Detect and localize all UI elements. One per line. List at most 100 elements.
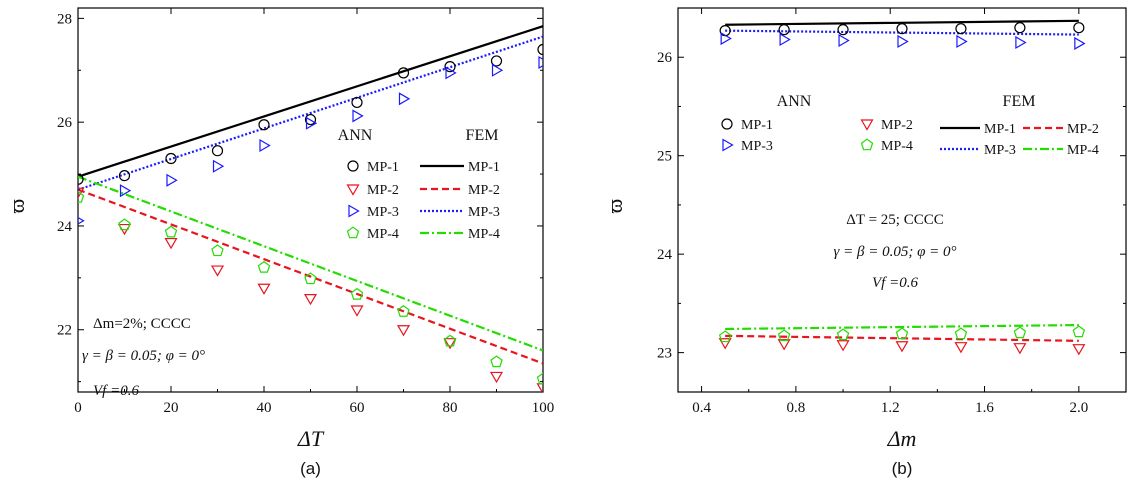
ann-point-mp-1 xyxy=(537,43,543,56)
ann-point-mp-1 xyxy=(1073,22,1085,34)
legend-ann-label: MP-4 xyxy=(881,139,913,154)
legend-fem-label: MP-4 xyxy=(1067,143,1099,158)
legend-ann-label: MP-2 xyxy=(367,183,399,198)
ann-point-mp-3 xyxy=(305,116,318,130)
plot-frame xyxy=(77,7,544,393)
ann-series-mp-3 xyxy=(720,31,1086,50)
legend-fem-label: MP-2 xyxy=(468,183,500,198)
ann-point-mp-4 xyxy=(397,305,410,317)
ann-point-mp-2 xyxy=(303,293,318,306)
y-tick-label: 22 xyxy=(57,323,72,339)
x-tick-label: 1.6 xyxy=(975,400,994,416)
plot-frame xyxy=(677,7,1127,393)
ann-point-mp-4 xyxy=(490,355,503,368)
annotation-volume-fraction: Vf =0.6 xyxy=(872,275,918,291)
ann-point-mp-1 xyxy=(837,24,849,36)
ann-point-mp-4 xyxy=(257,260,271,273)
ann-point-mp-3 xyxy=(352,109,364,123)
ann-point-mp-4 xyxy=(895,327,909,340)
fem-line-mp-4 xyxy=(725,323,1079,331)
ann-point-mp-4 xyxy=(211,244,224,257)
ann-point-mp-3 xyxy=(720,31,732,46)
legend-fem-header: FEM xyxy=(1003,93,1036,110)
legend-ann-label: MP-3 xyxy=(367,205,399,220)
ann-point-mp-4 xyxy=(443,334,457,347)
ann-point-mp-4 xyxy=(118,218,131,231)
legend: ANN FEM MP-1 MP-2 MP-3 MP-4 MP-1 MP-2 MP-3 MP-4 xyxy=(721,93,1099,158)
legend-ann-header: ANN xyxy=(777,93,812,110)
annotations: ΔT = 25; CCCC γ = β = 0.05; φ = 0° Vf =0.6 xyxy=(833,212,956,291)
annotation-volume-fraction: Vf =0.6 xyxy=(93,383,139,399)
ann-point-mp-2 xyxy=(954,342,968,354)
ann-point-mp-3 xyxy=(445,66,457,80)
x-tick-label: 1.2 xyxy=(881,400,900,416)
ann-point-mp-1 xyxy=(118,170,131,182)
x-tick-label: 80 xyxy=(443,400,458,416)
ann-point-mp-1 xyxy=(258,119,270,131)
ann-point-mp-1 xyxy=(778,24,790,36)
x-tick-label: 40 xyxy=(257,400,272,416)
fem-line-mp-3 xyxy=(78,35,543,191)
ann-point-mp-4 xyxy=(78,190,85,203)
ann-point-mp-3 xyxy=(398,92,411,106)
ann-point-mp-3 xyxy=(166,173,178,187)
legend-fem-label: MP-1 xyxy=(984,122,1016,137)
legend-ann-label: MP-3 xyxy=(741,139,773,154)
annotation-parameters: γ = β = 0.05; φ = 0° xyxy=(82,348,205,364)
ann-point-mp-2 xyxy=(350,305,364,317)
x-tick-label: 0.8 xyxy=(787,400,806,416)
ann-point-mp-1 xyxy=(1014,22,1026,34)
fem-line-mp-3 xyxy=(725,29,1079,36)
y-tick-label: 23 xyxy=(657,346,672,362)
ann-point-mp-3 xyxy=(956,34,968,49)
legend-fem-header: FEM xyxy=(466,127,499,144)
ann-point-mp-2 xyxy=(489,371,504,384)
legend: ANN FEM MP-1 MP-2 MP-3 MP-4 MP-1 MP-2 MP-3 MP-4 xyxy=(338,127,500,242)
legend-marker-mp-2 xyxy=(346,184,360,196)
data-layer xyxy=(718,19,1086,356)
ann-series-mp-4 xyxy=(718,325,1086,343)
legend-ann-label: MP-4 xyxy=(367,227,399,242)
y-axis-label: ϖ xyxy=(602,199,627,213)
legend-fem-label: MP-1 xyxy=(468,160,500,175)
ann-point-mp-1 xyxy=(896,23,908,35)
legend-fem-label: MP-3 xyxy=(468,205,500,220)
y-tick-label: 26 xyxy=(57,115,73,131)
ann-point-mp-2 xyxy=(396,325,411,337)
ann-point-mp-1 xyxy=(211,145,224,157)
ann-point-mp-2 xyxy=(164,237,178,250)
ann-point-mp-3 xyxy=(259,138,271,153)
x-tick-label: 0 xyxy=(74,400,82,416)
ann-point-mp-2 xyxy=(836,340,850,352)
ann-series-mp-4 xyxy=(78,190,543,385)
legend-ann-header: ANN xyxy=(338,127,373,144)
fem-line-mp-4 xyxy=(78,175,543,352)
ann-point-mp-4 xyxy=(304,272,317,285)
y-axis-label: ϖ xyxy=(4,199,29,213)
ann-point-mp-3 xyxy=(1015,35,1027,50)
ann-point-mp-1 xyxy=(351,96,363,109)
ann-point-mp-4 xyxy=(164,225,178,238)
ann-point-mp-4 xyxy=(1072,325,1086,338)
ann-point-mp-2 xyxy=(257,283,271,295)
ann-point-mp-4 xyxy=(777,329,791,342)
legend-marker-mp-2 xyxy=(860,119,874,131)
ann-point-mp-4 xyxy=(350,287,364,300)
ann-point-mp-1 xyxy=(165,152,177,165)
legend-marker-mp-1 xyxy=(347,160,359,172)
ann-point-mp-1 xyxy=(444,61,456,73)
panel-label: (a) xyxy=(300,459,321,478)
ann-point-mp-3 xyxy=(78,216,85,225)
ann-point-mp-4 xyxy=(836,328,850,341)
y-tick-label: 25 xyxy=(657,149,672,165)
ann-point-mp-1 xyxy=(955,23,967,35)
legend-marker-mp-3 xyxy=(722,138,734,152)
ann-point-mp-2 xyxy=(895,341,909,353)
fem-line-mp-2 xyxy=(78,188,543,365)
legend-fem-label: MP-2 xyxy=(1067,122,1099,137)
ann-series-mp-1 xyxy=(78,43,543,185)
legend-ann-label: MP-1 xyxy=(367,160,399,175)
chart-panel-a: 0 20 40 60 80 100 22 24 26 28 ΔT ϖ (a) Δm=2%; CCCC γ =… xyxy=(4,7,554,478)
legend-marker-mp-1 xyxy=(721,118,733,130)
